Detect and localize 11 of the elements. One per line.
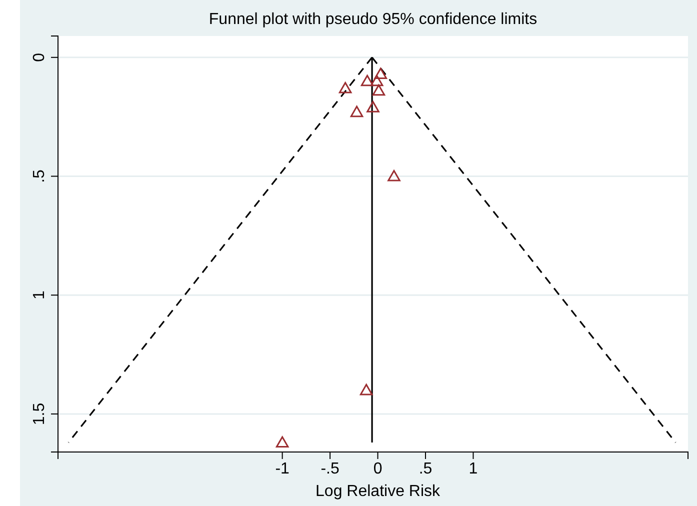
x-axis-title: Log Relative Risk [316, 483, 442, 500]
chart-title: Funnel plot with pseudo 95% confidence limits [208, 11, 538, 28]
x-tick-label: 0 [373, 460, 382, 478]
x-tick-label: -.5 [320, 460, 340, 478]
x-tick-label: -1 [275, 460, 290, 478]
y-tick-label: 1.5 [31, 402, 48, 426]
y-tick-label: 1 [31, 290, 48, 300]
y-tick-label: 0 [31, 52, 48, 62]
x-tick-label: .5 [418, 460, 432, 478]
y-tick-label: .5 [31, 169, 48, 183]
x-tick-label: 1 [468, 460, 478, 478]
